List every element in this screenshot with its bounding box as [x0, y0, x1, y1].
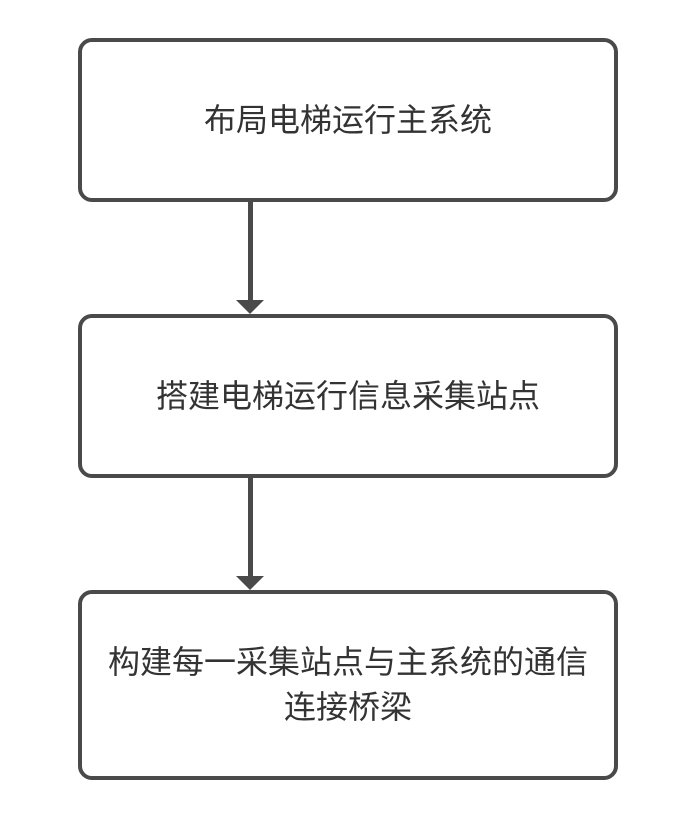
flowchart-arrow-2	[248, 478, 253, 576]
flowchart-node-2: 搭建电梯运行信息采集站点	[78, 314, 618, 478]
flowchart-node-1: 布局电梯运行主系统	[78, 38, 618, 202]
flowchart-arrow-1	[248, 202, 253, 300]
flowchart-node-3: 构建每一采集站点与主系统的通信连接桥梁	[78, 590, 618, 780]
flowchart-arrowhead-2	[236, 576, 264, 590]
flowchart-arrowhead-1	[236, 300, 264, 314]
flowchart-node-1-label: 布局电梯运行主系统	[184, 98, 512, 143]
flowchart-node-3-label: 构建每一采集站点与主系统的通信连接桥梁	[82, 640, 614, 730]
flowchart-node-2-label: 搭建电梯运行信息采集站点	[136, 374, 560, 419]
